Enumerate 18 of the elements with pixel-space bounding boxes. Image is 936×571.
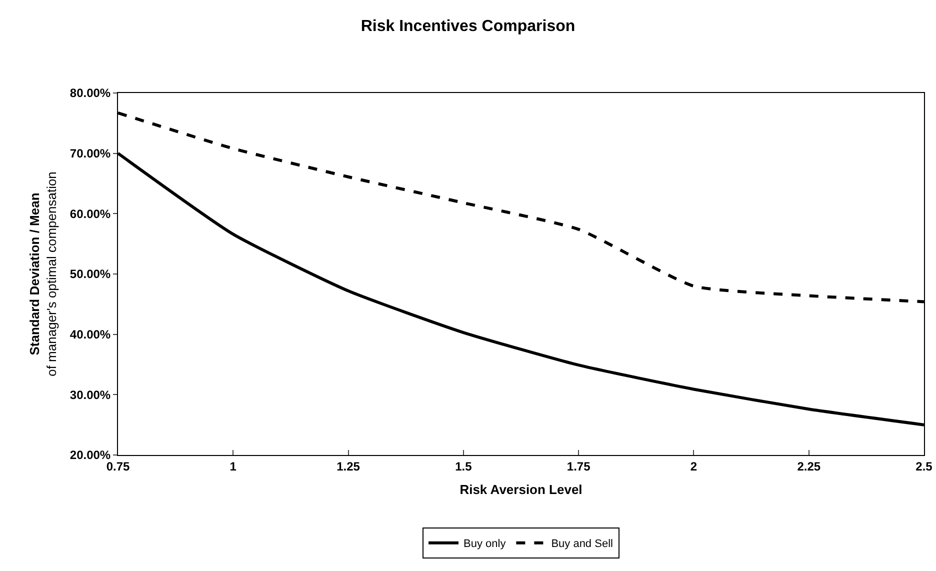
x-tick-label: 2 xyxy=(690,459,698,474)
x-tick-label: 2.25 xyxy=(797,459,821,474)
legend-label: Buy only xyxy=(464,538,506,550)
y-tick-label: 70.00% xyxy=(70,146,111,161)
y-tick-label: 30.00% xyxy=(70,388,111,402)
x-tick-label: 2.5 xyxy=(916,459,933,474)
x-axis-title: Risk Aversion Level xyxy=(460,482,582,497)
chart-title: Risk Incentives Comparison xyxy=(360,18,576,36)
y-tick-label: 40.00% xyxy=(70,328,111,342)
y-tick-label: 60.00% xyxy=(70,206,111,221)
legend-label: Buy and Sell xyxy=(551,538,613,550)
x-tick-label: 1.75 xyxy=(566,459,591,474)
y-tick-label: 50.00% xyxy=(70,267,111,282)
y-axis-title: Standard Deviation / Mean of manager's optimal compensation xyxy=(26,172,59,376)
x-tick-label: 1 xyxy=(230,459,237,474)
x-tick-label: 1.5 xyxy=(455,459,472,474)
x-tick-label: 1.25 xyxy=(336,459,360,474)
y-tick-label: 80.00% xyxy=(70,86,111,100)
